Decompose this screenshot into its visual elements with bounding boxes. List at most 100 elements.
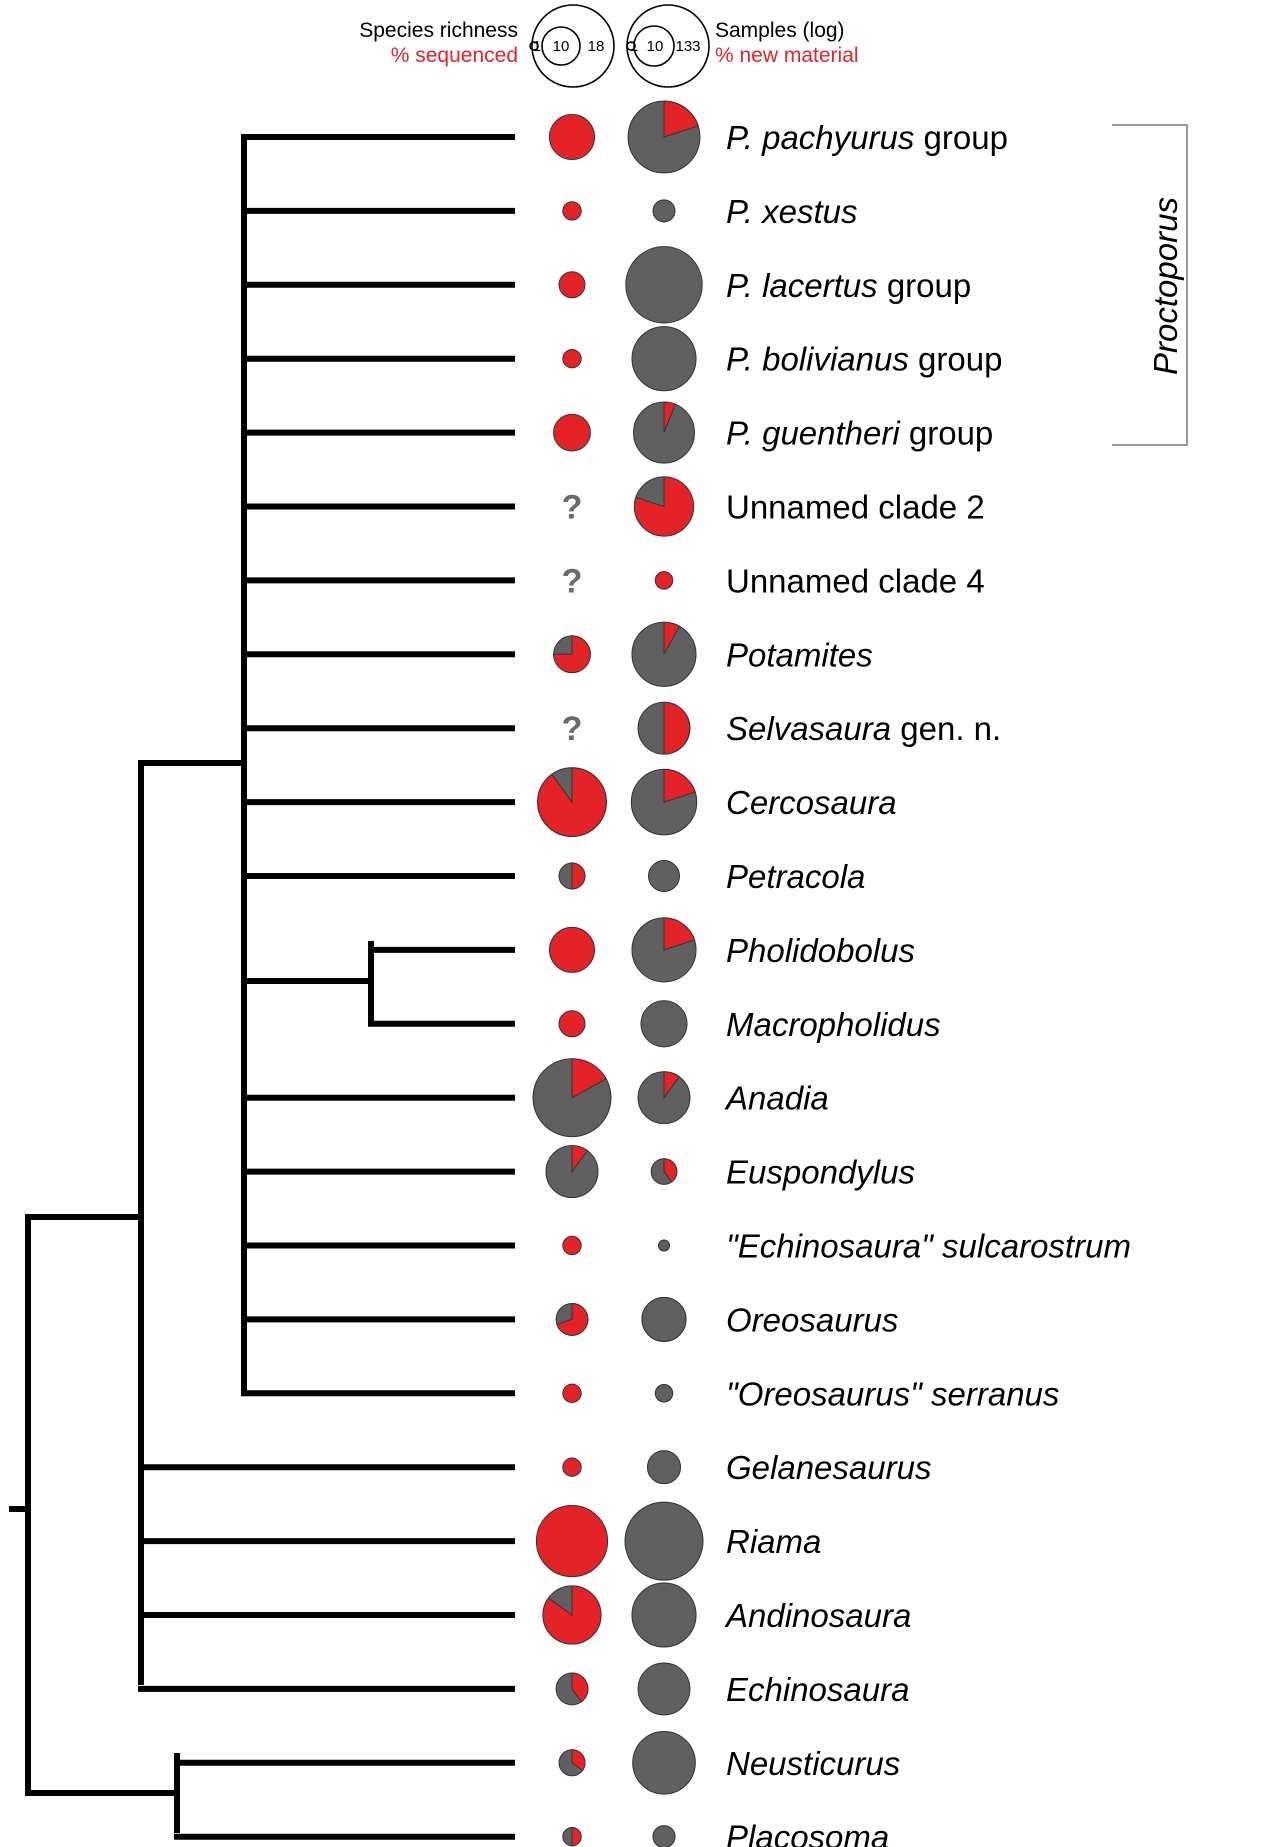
taxon-row-unnamed-clade-2: ? Unnamed clade 2 [562, 476, 985, 537]
taxon-label-part: Cercosaura [726, 784, 897, 821]
taxon-label-macropholidus: Macropholidus [726, 1006, 941, 1043]
samples-pie-neusticurus [632, 1730, 696, 1795]
taxon-row-anadia: Anadia [532, 1058, 829, 1138]
taxon-label-part: "Echinosaura" sulcarostrum [726, 1228, 1131, 1265]
samples-pie-riama [624, 1501, 704, 1581]
taxon-label-petracola: Petracola [726, 858, 865, 895]
legend-samples-scale-133: 133 [675, 38, 700, 55]
samples-pie-pholidobolus [631, 917, 697, 983]
richness-pie-p-guentheri-group-fill [553, 413, 591, 452]
taxon-label-part: group [909, 341, 1003, 378]
richness-pie-andinosaura-slice [542, 1585, 602, 1645]
samples-pie-p-bolivianus-group [631, 326, 697, 392]
taxon-row-gelanesaurus: Gelanesaurus [562, 1449, 931, 1486]
richness-pie-petracola [558, 862, 586, 890]
legend-richness-title: Species richness [359, 19, 518, 42]
taxon-label-part: Neusticurus [726, 1745, 900, 1782]
richness-pie-potamites-slice [553, 635, 591, 674]
taxon-label-placosoma: Placosoma [726, 1819, 889, 1847]
samples-pie-gelanesaurus [646, 1450, 682, 1485]
richness-pie-p-pachyurus-group [548, 113, 596, 161]
samples-pie-unnamed-clade-4-fill [654, 571, 674, 590]
samples-pie-anadia [637, 1071, 691, 1125]
samples-pie-p-lacertus-group-base [625, 246, 703, 324]
samples-pie-p-xestus-base [652, 199, 676, 223]
taxon-row-andinosaura: Andinosaura [542, 1582, 911, 1648]
taxon-label-part: Pholidobolus [726, 932, 915, 969]
taxon-label-cercosaura: Cercosaura [726, 784, 897, 821]
richness-pie-p-bolivianus-group [562, 349, 582, 369]
samples-pie-selvasaura-gen-n-slice [663, 701, 691, 755]
taxon-label-part: P. guentheri [726, 415, 901, 452]
taxon-label-part: Unnamed clade 2 [726, 489, 985, 526]
taxon-label-p-bolivianus-group: P. bolivianus group [726, 341, 1002, 378]
richness-pie-cercosaura-slice [537, 767, 607, 837]
samples-pie-unnamed-clade-4 [654, 571, 674, 590]
richness-pie-echinosaura [555, 1672, 589, 1706]
richness-pie-oreosaurus-serranus [562, 1383, 582, 1403]
richness-pie-macropholidus [558, 1010, 586, 1038]
samples-pie-echinosaura [637, 1662, 691, 1716]
unknown-richness-mark: ? [562, 489, 583, 527]
taxon-label-unnamed-clade-4: Unnamed clade 4 [726, 562, 985, 599]
taxon-label-part: Anadia [724, 1080, 829, 1117]
samples-pie-potamites-slice [663, 621, 681, 655]
samples-pie-p-pachyurus-group [627, 100, 701, 174]
richness-pie-euspondylus [545, 1145, 599, 1199]
taxon-row-unnamed-clade-4: ? Unnamed clade 4 [562, 562, 985, 600]
samples-pie-echinosaura-sulcarostrum-base [657, 1239, 671, 1252]
samples-pie-gelanesaurus-base [646, 1450, 682, 1485]
taxon-label-potamites: Potamites [726, 636, 873, 673]
richness-pie-p-pachyurus-group-fill [548, 113, 596, 161]
samples-pie-p-pachyurus-group-slice [663, 100, 699, 138]
samples-pie-neusticurus-base [632, 1730, 696, 1795]
samples-pie-oreosaurus-serranus-base [654, 1384, 674, 1403]
taxon-label-part: Gelanesaurus [726, 1449, 931, 1486]
taxon-row-cercosaura: Cercosaura [537, 767, 897, 837]
samples-pie-riama-base [624, 1501, 704, 1581]
richness-pie-riama [535, 1504, 609, 1578]
samples-pie-p-guentheri-group [633, 401, 695, 464]
samples-pie-cercosaura [630, 768, 698, 836]
taxon-label-andinosaura: Andinosaura [724, 1597, 911, 1634]
legend-richness-circle-1 [529, 41, 539, 51]
legend-samples-title: Samples (log) [715, 19, 845, 42]
samples-pie-unnamed-clade-2-slice [633, 476, 695, 537]
taxon-row-oreosaurus: Oreosaurus [555, 1296, 898, 1342]
taxon-label-part: P. bolivianus [726, 341, 909, 378]
taxon-label-p-xestus: P. xestus [726, 193, 857, 230]
richness-pie-neusticurus-slice [571, 1749, 586, 1772]
samples-pie-potamites [631, 621, 697, 687]
richness-pie-placosoma [562, 1826, 582, 1847]
samples-pie-oreosaurus-serranus [654, 1384, 674, 1403]
taxon-row-oreosaurus-serranus: "Oreosaurus" serranus [562, 1375, 1059, 1412]
taxon-label-oreosaurus-serranus: "Oreosaurus" serranus [726, 1375, 1059, 1412]
samples-pie-cercosaura-slice [663, 768, 696, 803]
taxon-row-potamites: Potamites [553, 621, 873, 687]
taxon-row-p-lacertus-group: P. lacertus group [558, 246, 971, 324]
taxon-label-gelanesaurus: Gelanesaurus [726, 1449, 931, 1486]
legend-samples-subtitle: % new material [715, 44, 859, 67]
samples-pie-pholidobolus-slice [663, 917, 696, 951]
richness-pie-echinosaura-sulcarostrum [562, 1235, 582, 1256]
samples-pie-anadia-slice [663, 1071, 680, 1100]
richness-pie-gelanesaurus [562, 1457, 582, 1477]
taxon-label-part: Riama [726, 1523, 821, 1560]
samples-pie-selvasaura-gen-n [637, 701, 691, 755]
taxon-label-p-guentheri-group: P. guentheri group [726, 415, 993, 452]
taxon-label-part: Macropholidus [726, 1006, 941, 1043]
legend-richness-subtitle: % sequenced [391, 44, 518, 67]
taxon-label-echinosaura-sulcarostrum: "Echinosaura" sulcarostrum [726, 1228, 1131, 1265]
samples-pie-oreosaurus-base [641, 1296, 687, 1342]
taxon-label-part: "Oreosaurus" serranus [726, 1375, 1059, 1412]
taxon-label-part: Potamites [726, 636, 873, 673]
richness-pie-oreosaurus-serranus-fill [562, 1383, 582, 1403]
samples-pie-euspondylus [650, 1158, 678, 1185]
legend-samples-circle-10 [633, 25, 675, 67]
richness-pie-macropholidus-fill [558, 1010, 586, 1038]
unknown-richness-mark: ? [562, 710, 583, 748]
taxon-row-echinosaura: Echinosaura [555, 1662, 909, 1716]
taxon-label-anadia: Anadia [724, 1080, 829, 1117]
taxon-label-part: Oreosaurus [726, 1301, 898, 1338]
